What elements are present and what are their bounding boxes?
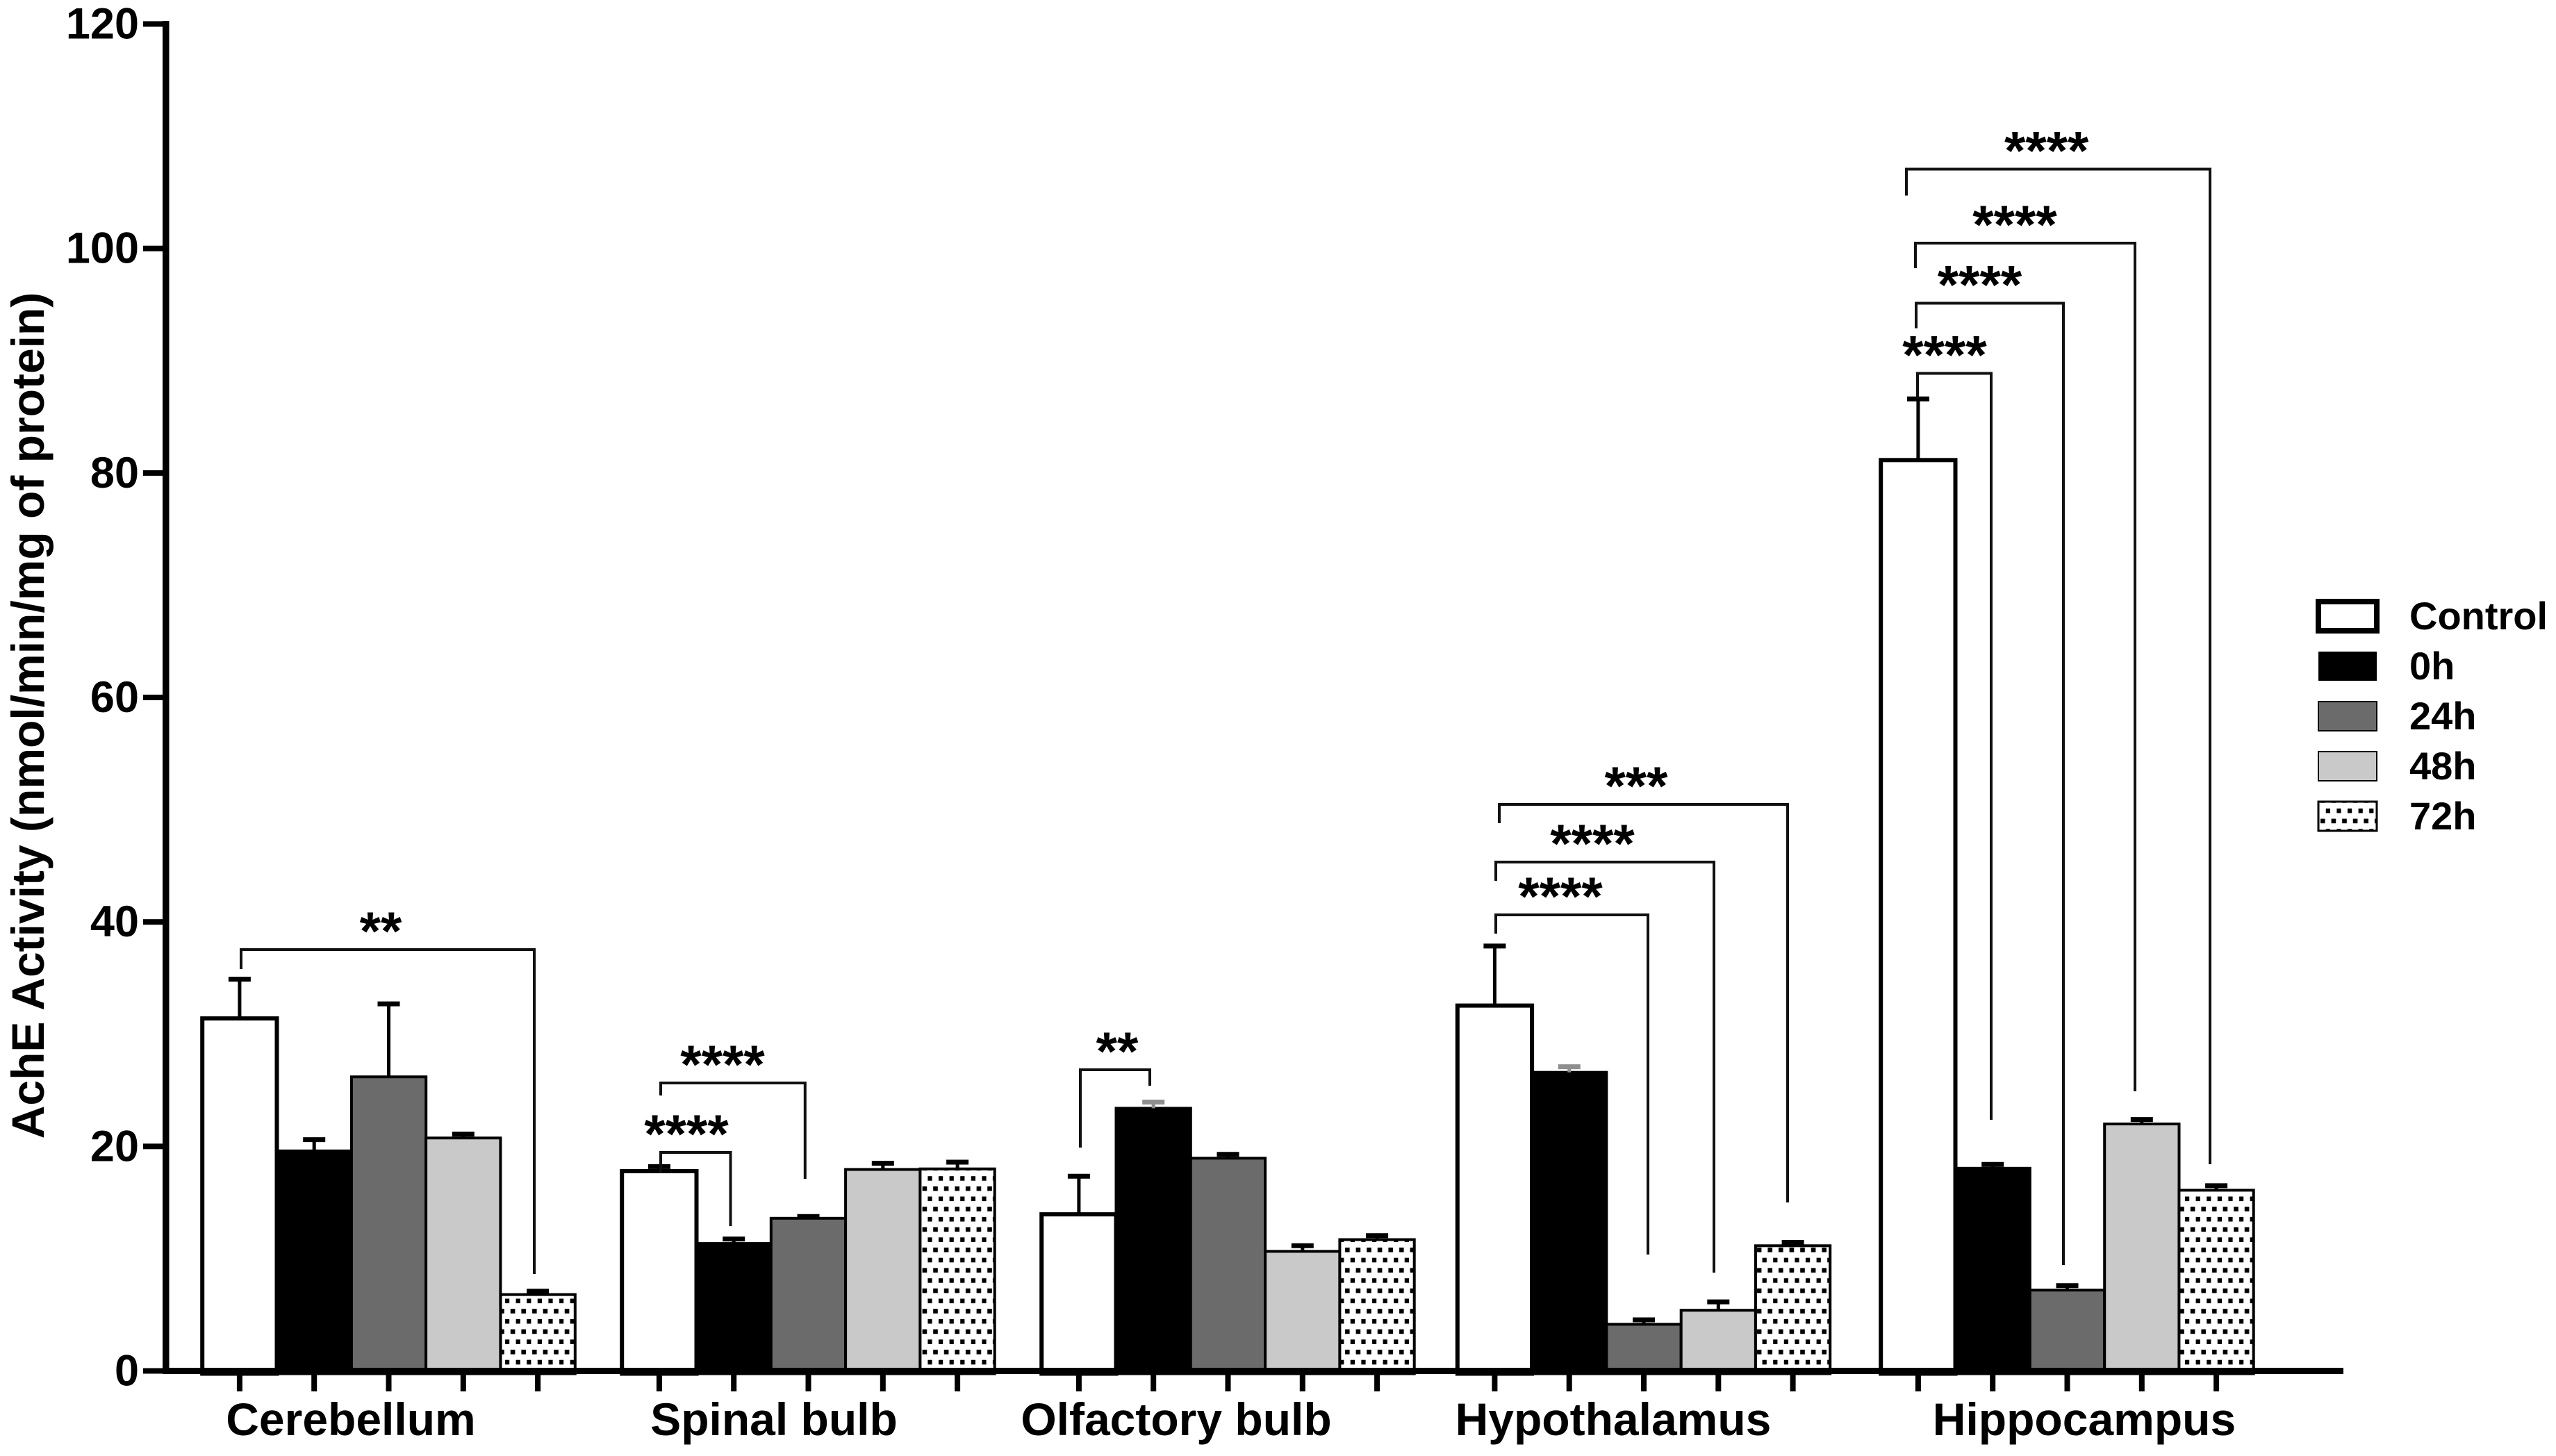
svg-text:Hippocampus: Hippocampus	[1933, 1393, 2236, 1445]
svg-text:Olfactory bulb: Olfactory bulb	[1021, 1393, 1331, 1445]
svg-text:48h: 48h	[2409, 744, 2477, 788]
svg-text:0h: 0h	[2409, 644, 2455, 688]
svg-text:100: 100	[66, 224, 139, 273]
svg-text:0: 0	[115, 1347, 139, 1396]
svg-text:****: ****	[1550, 813, 1635, 874]
svg-text:***: ***	[1604, 755, 1668, 816]
svg-text:20: 20	[90, 1122, 139, 1170]
svg-text:AchE Activity (nmol/min/mg of: AchE Activity (nmol/min/mg of protein)	[2, 292, 53, 1139]
svg-text:**: **	[360, 900, 402, 961]
svg-text:**: **	[1096, 1020, 1139, 1082]
svg-text:Spinal bulb: Spinal bulb	[650, 1393, 898, 1445]
svg-text:72h: 72h	[2409, 794, 2477, 838]
svg-text:****: ****	[644, 1103, 729, 1164]
svg-text:****: ****	[680, 1034, 765, 1095]
svg-text:****: ****	[1972, 194, 2057, 255]
svg-text:Cerebellum: Cerebellum	[226, 1393, 475, 1445]
svg-text:24h: 24h	[2409, 694, 2477, 738]
svg-text:80: 80	[90, 449, 139, 497]
svg-text:40: 40	[90, 897, 139, 946]
svg-text:****: ****	[1938, 254, 2022, 315]
svg-text:120: 120	[66, 0, 139, 49]
svg-text:Hypothalamus: Hypothalamus	[1456, 1393, 1772, 1445]
svg-text:****: ****	[1902, 324, 1987, 386]
svg-text:****: ****	[2004, 120, 2089, 181]
svg-text:****: ****	[1518, 866, 1603, 927]
svg-text:Control: Control	[2409, 594, 2548, 638]
svg-text:60: 60	[90, 673, 139, 722]
